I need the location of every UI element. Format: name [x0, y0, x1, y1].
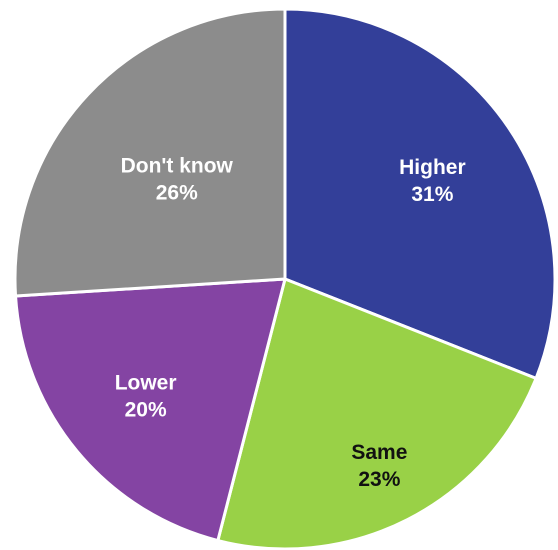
slice-label-same: Same	[351, 441, 407, 464]
slice-same	[216, 277, 538, 550]
pie-labels: Higher 31% Same 23% Lower 20% Don't know 26%	[115, 154, 466, 491]
slice-value-don-t-know: 26%	[156, 181, 198, 204]
slice-value-lower: 20%	[125, 398, 167, 421]
slice-label-don-t-know: Don't know	[121, 154, 234, 177]
slice-label-lower: Lower	[115, 371, 177, 394]
pie-slices	[13, 7, 557, 550]
slice-don-t-know	[13, 7, 287, 298]
slice-lower	[14, 277, 287, 543]
slice-label-higher: Higher	[399, 156, 466, 179]
slice-higher	[283, 7, 557, 380]
slice-value-same: 23%	[358, 468, 400, 491]
slice-value-higher: 31%	[411, 183, 453, 206]
